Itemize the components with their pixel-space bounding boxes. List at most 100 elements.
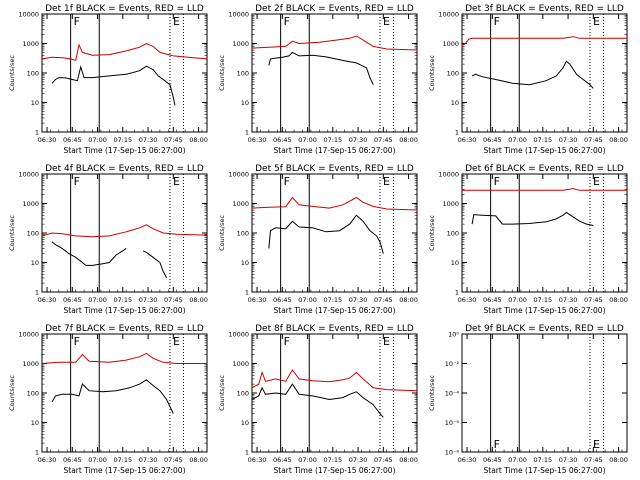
y-axis-label: Counts/sec	[218, 215, 226, 251]
event-marker-label: F	[494, 438, 500, 451]
event-marker-label: F	[74, 335, 80, 348]
x-tick-label: 07:30	[349, 296, 368, 304]
event-marker-label: E	[383, 175, 390, 188]
x-tick-label: 06:30	[38, 296, 57, 304]
y-tick-label: 100	[237, 70, 249, 78]
panel-title: Det 9f BLACK = Events, RED = LLD	[465, 324, 624, 334]
y-axis-label: Counts/sec	[428, 215, 436, 251]
x-axis-label: Start Time (17-Sep-15 06:27:00)	[274, 146, 396, 155]
lld-series-line	[41, 42, 208, 61]
x-tick-label: 07:00	[508, 296, 527, 304]
events-series-line	[51, 379, 174, 414]
lld-series-line	[41, 224, 208, 238]
x-axis-label: Start Time (17-Sep-15 06:27:00)	[274, 306, 396, 315]
lld-series-line	[461, 36, 627, 46]
lld-series-line	[251, 35, 418, 51]
y-tick-label: 100	[27, 390, 39, 398]
plot-frame	[251, 173, 418, 293]
x-tick-label: 07:30	[349, 456, 368, 464]
y-tick-label: 10⁻⁶	[445, 419, 460, 427]
x-tick-label: 07:15	[113, 296, 132, 304]
y-tick-label: 1	[455, 129, 459, 137]
y-tick-label: 10⁰	[448, 331, 459, 339]
y-tick-label: 10	[451, 99, 459, 107]
x-tick-label: 07:45	[164, 136, 183, 144]
x-tick-label: 06:30	[458, 296, 477, 304]
plot-frame	[461, 333, 628, 453]
events-series-line	[251, 383, 384, 418]
x-tick-label: 06:45	[483, 296, 502, 304]
y-axis-label: Counts/sec	[8, 55, 16, 91]
x-axis-label: Start Time (17-Sep-15 06:27:00)	[484, 466, 606, 475]
y-tick-label: 1	[455, 289, 459, 297]
y-tick-label: 1000	[442, 200, 459, 208]
y-tick-label: 10	[31, 259, 39, 267]
x-tick-label: 08:00	[609, 456, 628, 464]
y-tick-label: 100	[237, 230, 249, 238]
y-tick-label: 1	[35, 289, 39, 297]
y-tick-label: 10000	[18, 171, 39, 179]
y-tick-label: 10000	[438, 171, 459, 179]
panel-title: Det 5f BLACK = Events, RED = LLD	[255, 164, 414, 174]
x-tick-label: 07:00	[508, 456, 527, 464]
x-axis-label: Start Time (17-Sep-15 06:27:00)	[64, 306, 186, 315]
y-tick-label: 10	[241, 419, 249, 427]
x-tick-label: 07:00	[508, 136, 527, 144]
y-tick-label: 100	[447, 70, 459, 78]
x-tick-label: 08:00	[609, 296, 628, 304]
x-tick-label: 07:00	[298, 296, 317, 304]
y-tick-label: 10	[31, 99, 39, 107]
plot-frame	[461, 173, 628, 293]
x-tick-label: 06:45	[63, 296, 82, 304]
panel-title: Det 4f BLACK = Events, RED = LLD	[45, 164, 204, 174]
x-tick-label: 07:15	[533, 456, 552, 464]
events-series-line	[268, 51, 374, 85]
y-tick-label: 100	[447, 230, 459, 238]
event-marker-label: E	[593, 175, 600, 188]
x-tick-label: 07:15	[533, 296, 552, 304]
x-tick-label: 08:00	[399, 456, 418, 464]
x-tick-label: 06:30	[458, 456, 477, 464]
events-series-line	[268, 214, 384, 254]
x-tick-label: 06:45	[483, 456, 502, 464]
y-tick-label: 1000	[442, 40, 459, 48]
x-tick-label: 06:30	[248, 456, 267, 464]
x-tick-label: 07:30	[559, 296, 578, 304]
y-tick-label: 1000	[232, 360, 249, 368]
x-tick-label: 08:00	[609, 136, 628, 144]
x-tick-label: 06:45	[63, 456, 82, 464]
event-marker-label: F	[284, 15, 290, 28]
x-tick-label: 07:45	[164, 296, 183, 304]
x-tick-label: 07:15	[323, 456, 342, 464]
y-tick-label: 1	[245, 449, 249, 457]
x-tick-label: 07:45	[374, 136, 393, 144]
y-tick-label: 10000	[228, 11, 249, 19]
panel-det-1: Det 1f BLACK = Events, RED = LLD 1 10 100 10…	[8, 4, 208, 155]
y-tick-label: 1	[35, 129, 39, 137]
event-marker-label: E	[593, 438, 600, 451]
event-marker-label: E	[173, 15, 180, 28]
x-tick-label: 07:45	[374, 456, 393, 464]
y-axis-label: Counts/sec	[8, 375, 16, 411]
y-tick-label: 10	[241, 259, 249, 267]
x-tick-label: 06:45	[483, 136, 502, 144]
panel-title: Det 7f BLACK = Events, RED = LLD	[45, 324, 204, 334]
plot-frame	[41, 333, 208, 453]
event-marker-label: F	[74, 15, 80, 28]
y-tick-label: 10000	[438, 11, 459, 19]
y-axis-label: Counts/sec	[218, 375, 226, 411]
x-tick-label: 08:00	[399, 296, 418, 304]
y-tick-label: 1000	[22, 40, 39, 48]
x-tick-label: 08:00	[189, 456, 208, 464]
y-tick-label: 1000	[232, 200, 249, 208]
x-tick-label: 08:00	[399, 136, 418, 144]
panel-det-9: Det 9f BLACK = Events, RED = LLD 10⁻⁸ 10⁻⁶…	[428, 324, 628, 475]
x-tick-label: 06:30	[38, 136, 57, 144]
events-series-line	[471, 211, 594, 226]
y-axis-label: Counts/sec	[8, 215, 16, 251]
y-tick-label: 1	[35, 449, 39, 457]
event-marker-label: E	[383, 15, 390, 28]
x-tick-label: 07:45	[584, 456, 603, 464]
panel-title: Det 6f BLACK = Events, RED = LLD	[465, 164, 624, 174]
x-tick-label: 07:30	[139, 136, 158, 144]
